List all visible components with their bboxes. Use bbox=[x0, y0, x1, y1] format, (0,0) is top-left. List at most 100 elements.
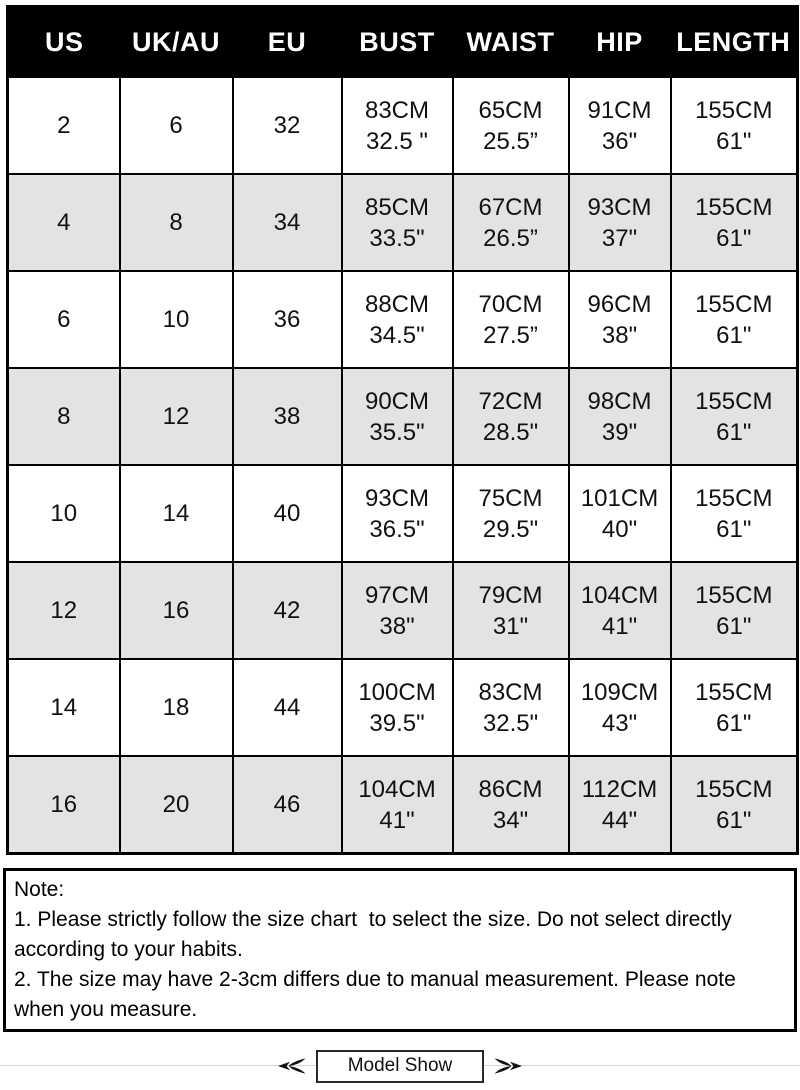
size-cell: 8 bbox=[6, 367, 121, 466]
size-cell: 155CM 61" bbox=[669, 76, 799, 175]
size-cell: 83CM 32.5" bbox=[451, 658, 570, 757]
cell-line: 155CM bbox=[695, 581, 773, 609]
size-cell: 10 bbox=[6, 464, 121, 563]
size-cell: 97CM 38" bbox=[340, 561, 454, 660]
table-row: 14 18 44 100CM 39.5" 83CM 32.5" 109CM 43" 155CM 61… bbox=[6, 658, 799, 757]
cell-line: 83CM bbox=[478, 678, 543, 706]
column-header: WAIST bbox=[452, 6, 569, 77]
cell-line: 34" bbox=[492, 806, 529, 834]
column-header: LENGTH bbox=[670, 6, 798, 77]
size-cell: 83CM 32.5 " bbox=[340, 76, 454, 175]
cell-line: 70CM bbox=[478, 290, 543, 318]
table-row: 8 12 38 90CM 35.5" 72CM 28.5" 98CM 39" 155CM 61" bbox=[6, 367, 799, 466]
cell-line: 33.5" bbox=[369, 224, 425, 252]
cell-line: 38" bbox=[379, 612, 415, 640]
cell-line: 155CM bbox=[695, 96, 773, 124]
size-cell: 155CM 61" bbox=[669, 561, 799, 660]
cell-line: 31" bbox=[492, 612, 529, 640]
note-box: Note: 1. Please strictly follow the size… bbox=[3, 868, 797, 1032]
size-cell: 72CM 28.5" bbox=[451, 367, 570, 466]
size-cell: 85CM 33.5" bbox=[340, 173, 454, 272]
size-cell: 155CM 61" bbox=[669, 464, 799, 563]
cell-line: 93CM bbox=[364, 484, 430, 512]
cell-line: 88CM bbox=[364, 290, 430, 318]
size-cell: 75CM 29.5" bbox=[451, 464, 570, 563]
size-cell: 155CM 61" bbox=[669, 755, 799, 855]
cell-line: 10 bbox=[162, 306, 190, 333]
note-title: Note: bbox=[14, 878, 65, 901]
size-cell: 42 bbox=[231, 561, 343, 660]
table-row: 4 8 34 85CM 33.5" 67CM 26.5” 93CM 37" 155CM 61" bbox=[6, 173, 799, 272]
cell-line: 36 bbox=[273, 306, 301, 333]
divider-ornament-right-icon bbox=[493, 1057, 523, 1075]
size-cell: 86CM 34" bbox=[451, 755, 570, 855]
size-cell: 16 bbox=[6, 755, 121, 855]
size-cell: 93CM 36.5" bbox=[340, 464, 454, 563]
cell-line: 104CM bbox=[580, 581, 659, 609]
cell-line: 61" bbox=[716, 321, 752, 349]
header-row: US UK/AU EU BUST WAIST HIP LENGTH bbox=[7, 6, 798, 77]
size-cell: 14 bbox=[6, 658, 121, 757]
cell-line: 61" bbox=[716, 806, 752, 834]
cell-line: 39.5" bbox=[369, 709, 425, 737]
cell-line: 46 bbox=[273, 791, 301, 818]
cell-line: 83CM bbox=[364, 96, 430, 124]
size-cell: 155CM 61" bbox=[669, 658, 799, 757]
size-cell: 96CM 38" bbox=[567, 270, 672, 369]
column-header: HIP bbox=[568, 6, 671, 77]
size-cell: 104CM 41" bbox=[567, 561, 672, 660]
size-cell: 18 bbox=[118, 658, 234, 757]
size-cell: 34 bbox=[231, 173, 343, 272]
cell-line: 8 bbox=[57, 403, 71, 430]
cell-line: 79CM bbox=[478, 581, 543, 609]
cell-line: 97CM bbox=[364, 581, 430, 609]
cell-line: 36.5" bbox=[369, 515, 425, 543]
cell-line: 43" bbox=[601, 709, 638, 737]
cell-line: 101CM bbox=[580, 484, 659, 512]
size-cell: 109CM 43" bbox=[567, 658, 672, 757]
cell-line: 41" bbox=[601, 612, 638, 640]
column-header: BUST bbox=[341, 6, 453, 77]
size-cell: 65CM 25.5” bbox=[451, 76, 570, 175]
cell-line: 61" bbox=[716, 612, 752, 640]
column-header: US bbox=[7, 6, 120, 77]
size-cell: 16 bbox=[118, 561, 234, 660]
size-cell: 155CM 61" bbox=[669, 270, 799, 369]
cell-line: 6 bbox=[169, 112, 183, 139]
table-row: 6 10 36 88CM 34.5" 70CM 27.5” 96CM 38" 155CM 61" bbox=[6, 270, 799, 369]
cell-line: 28.5" bbox=[482, 418, 539, 446]
cell-line: 155CM bbox=[695, 484, 773, 512]
size-cell: 104CM 41" bbox=[340, 755, 454, 855]
size-cell: 10 bbox=[118, 270, 234, 369]
cell-line: 155CM bbox=[695, 775, 773, 803]
column-header: UK/AU bbox=[119, 6, 233, 77]
size-cell: 38 bbox=[231, 367, 343, 466]
cell-line: 34 bbox=[273, 209, 301, 236]
cell-line: 12 bbox=[162, 403, 190, 430]
cell-line: 90CM bbox=[364, 387, 430, 415]
cell-line: 100CM bbox=[358, 678, 436, 706]
cell-line: 42 bbox=[273, 597, 301, 624]
cell-line: 16 bbox=[50, 791, 78, 818]
cell-line: 40" bbox=[601, 515, 638, 543]
size-cell: 100CM 39.5" bbox=[340, 658, 454, 757]
size-cell: 6 bbox=[6, 270, 121, 369]
cell-line: 29.5" bbox=[482, 515, 539, 543]
size-cell: 88CM 34.5" bbox=[340, 270, 454, 369]
cell-line: 109CM bbox=[580, 678, 659, 706]
cell-line: 18 bbox=[162, 694, 190, 721]
cell-line: 27.5” bbox=[483, 321, 538, 349]
cell-line: 61" bbox=[716, 127, 752, 155]
cell-line: 65CM bbox=[478, 96, 543, 124]
cell-line: 67CM bbox=[478, 193, 543, 221]
model-show-button: Model Show bbox=[315, 1049, 485, 1083]
size-cell: 46 bbox=[231, 755, 343, 855]
cell-line: 40 bbox=[273, 500, 301, 527]
cell-line: 6 bbox=[57, 306, 71, 333]
cell-line: 155CM bbox=[695, 678, 773, 706]
note-list: 1. Please strictly follow the size chart… bbox=[14, 905, 784, 1025]
cell-line: 44 bbox=[273, 694, 301, 721]
cell-line: 14 bbox=[162, 500, 190, 527]
cell-line: 36" bbox=[601, 127, 638, 155]
